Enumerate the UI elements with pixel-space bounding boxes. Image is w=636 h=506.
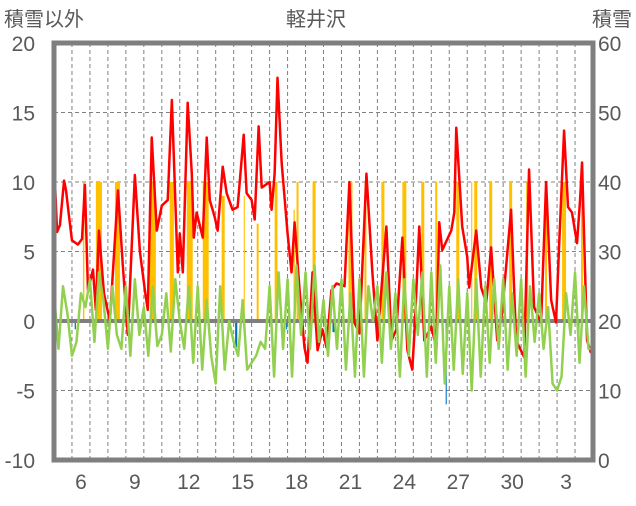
yellow-bar [545, 182, 548, 321]
yellow-bar [82, 182, 85, 321]
yellow-bar [312, 182, 316, 321]
yellow-bar [421, 182, 425, 321]
yellow-bar [381, 182, 385, 321]
yellow-bar [202, 182, 209, 321]
yellow-bar [114, 182, 120, 321]
yellow-bar [243, 195, 245, 321]
yellow-bar [509, 182, 513, 321]
x-tick-label: 12 [177, 471, 200, 494]
right-tick-label: 40 [598, 172, 621, 195]
yellow-bar [471, 182, 473, 321]
x-tick-label: 15 [231, 471, 254, 494]
yellow-bar [186, 182, 193, 321]
yellow-bar [402, 182, 407, 321]
yellow-bar [364, 182, 367, 321]
blue-bar [235, 321, 238, 348]
right-tick-label: 0 [598, 450, 610, 473]
x-tick-label: 24 [393, 471, 417, 494]
right-tick-label: 60 [598, 33, 621, 56]
yellow-bar [456, 182, 460, 321]
yellow-bar [580, 182, 583, 321]
yellow-bar [274, 182, 278, 321]
left-tick-label: -10 [5, 450, 35, 473]
yellow-bar [149, 182, 156, 321]
yellow-bar [293, 209, 295, 321]
yellow-bar [474, 182, 478, 321]
chart-title: 軽井沢 [286, 8, 346, 31]
right-tick-label: 20 [598, 311, 621, 334]
x-tick-label: 6 [75, 471, 87, 494]
green-line [52, 264, 593, 392]
x-tick-label: 9 [129, 471, 141, 494]
right-tick-label: 50 [598, 103, 621, 126]
left-tick-label: 0 [23, 311, 35, 334]
left-tick-label: 10 [12, 172, 35, 195]
yellow-bar [256, 223, 259, 321]
left-tick-label: -5 [16, 381, 35, 404]
plot-frame [51, 40, 596, 463]
left-axis-title: 積雪以外 [4, 8, 84, 31]
yellow-bar [221, 195, 225, 321]
right-axis-title: 積雪 [592, 8, 632, 31]
blue-bar [74, 321, 76, 330]
yellow-bar [435, 182, 438, 321]
left-tick-label: 5 [23, 242, 35, 265]
x-tick-label: 27 [447, 471, 470, 494]
blue-bar [286, 321, 288, 330]
x-tick-label: 18 [285, 471, 308, 494]
yellow-bar [562, 182, 567, 321]
x-tick-label: 30 [500, 471, 523, 494]
yellow-bar [348, 182, 353, 321]
left-tick-label: 15 [12, 103, 35, 126]
x-tick-label: 21 [339, 471, 362, 494]
yellow-bar [169, 182, 174, 321]
right-tick-label: 30 [598, 242, 621, 265]
left-tick-label: 20 [12, 33, 35, 56]
x-tick-label: 3 [560, 471, 572, 494]
right-tick-label: 10 [598, 381, 621, 404]
gridlines [54, 43, 593, 460]
